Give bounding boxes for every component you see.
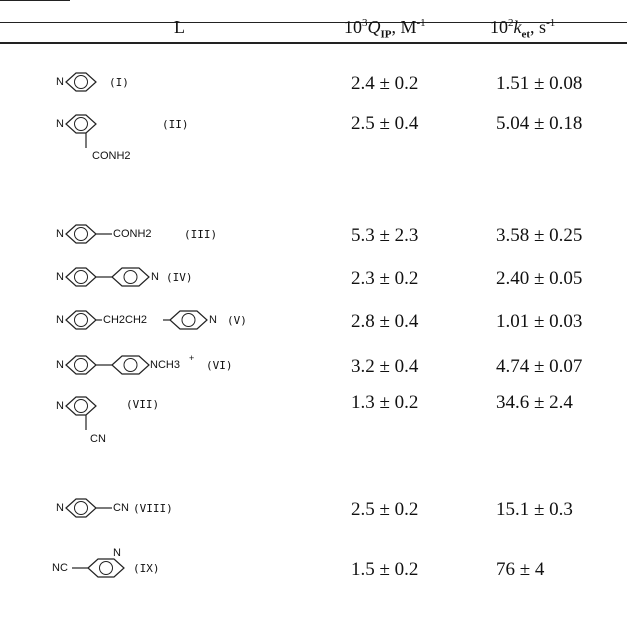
qip-value: 2.3 ± 0.2 bbox=[351, 268, 419, 289]
2-cyanopyridine-structure-icon bbox=[72, 558, 125, 578]
table-row: N NCH3 + (VI) 3.2 ± 0.4 4.74 ± 0.07 bbox=[0, 344, 627, 386]
4-cyanopyridine-structure-icon bbox=[65, 498, 112, 518]
table-row: N CH2CH2 N (V) 2.8 ± 0.4 1.01 ± 0.03 bbox=[0, 298, 627, 344]
qip-value: 5.3 ± 2.3 bbox=[351, 225, 419, 246]
ket-value: 2.40 ± 0.05 bbox=[496, 268, 583, 289]
table-row: NC N (IX) 1.5 ± 0.2 76 ± 4 bbox=[0, 544, 627, 592]
3-cyanopyridine-structure-icon bbox=[65, 396, 97, 430]
nicotinamide-structure-icon bbox=[65, 114, 97, 148]
ket-value: 1.51 ± 0.08 bbox=[496, 73, 583, 94]
qip-value: 2.5 ± 0.2 bbox=[351, 499, 419, 520]
ket-value: 15.1 ± 0.3 bbox=[496, 499, 573, 520]
cropped-caption-fragment bbox=[0, 0, 70, 21]
table-row: N CONH2 (III) 5.3 ± 2.3 3.58 ± 0.25 bbox=[0, 212, 627, 256]
ligand-label: (II) bbox=[162, 118, 189, 131]
ligand-label: (V) bbox=[227, 314, 247, 327]
ligand-column-header: L bbox=[174, 17, 185, 37]
table-row: N CN (VII) 1.3 ± 0.2 34.6 ± 2.4 bbox=[0, 386, 627, 458]
ligand-label: (VII) bbox=[126, 398, 160, 411]
table-top-rule bbox=[0, 22, 627, 23]
ket-value: 3.58 ± 0.25 bbox=[496, 225, 583, 246]
methyl-bipyridinium-structure-icon bbox=[65, 355, 150, 375]
qip-value: 1.3 ± 0.2 bbox=[351, 392, 419, 413]
ligand-label: (IV) bbox=[166, 271, 193, 284]
isonicotinamide-structure-icon bbox=[65, 224, 112, 244]
qip-value: 3.2 ± 0.4 bbox=[351, 356, 419, 377]
ket-column-header: 102ket, s-1 bbox=[490, 17, 556, 41]
table-header-rule bbox=[0, 42, 627, 44]
qip-value: 2.8 ± 0.4 bbox=[351, 311, 419, 332]
table-row: N N (IV) 2.3 ± 0.2 2.40 ± 0.05 bbox=[0, 256, 627, 298]
ligand-label: (I) bbox=[109, 76, 129, 89]
qip-column-header: 103QIP, M-1 bbox=[344, 17, 426, 41]
ket-value: 5.04 ± 0.18 bbox=[496, 113, 583, 134]
table-row: N CONH2 (II) 2.5 ± 0.4 5.04 ± 0.18 bbox=[0, 104, 627, 176]
qip-value: 1.5 ± 0.2 bbox=[351, 559, 419, 580]
ket-value: 1.01 ± 0.03 bbox=[496, 311, 583, 332]
qip-value: 2.5 ± 0.4 bbox=[351, 113, 419, 134]
ligand-label: (VIII) bbox=[133, 502, 173, 515]
ligand-label: (VI) bbox=[206, 359, 233, 372]
ket-value: 76 ± 4 bbox=[496, 559, 545, 580]
ket-value: 4.74 ± 0.07 bbox=[496, 356, 583, 377]
bipyridine-structure-icon bbox=[65, 267, 150, 287]
bis-pyridyl-ethane-structure-icon bbox=[65, 310, 208, 330]
ligand-label: (IX) bbox=[133, 562, 160, 575]
pyridine-structure-icon bbox=[65, 72, 97, 92]
table-row: N (I) 2.4 ± 0.2 1.51 ± 0.08 bbox=[0, 60, 627, 104]
table-row: N CN (VIII) 2.5 ± 0.2 15.1 ± 0.3 bbox=[0, 486, 627, 530]
ligand-label: (III) bbox=[184, 228, 218, 241]
qip-value: 2.4 ± 0.2 bbox=[351, 73, 419, 94]
ket-value: 34.6 ± 2.4 bbox=[496, 392, 573, 413]
